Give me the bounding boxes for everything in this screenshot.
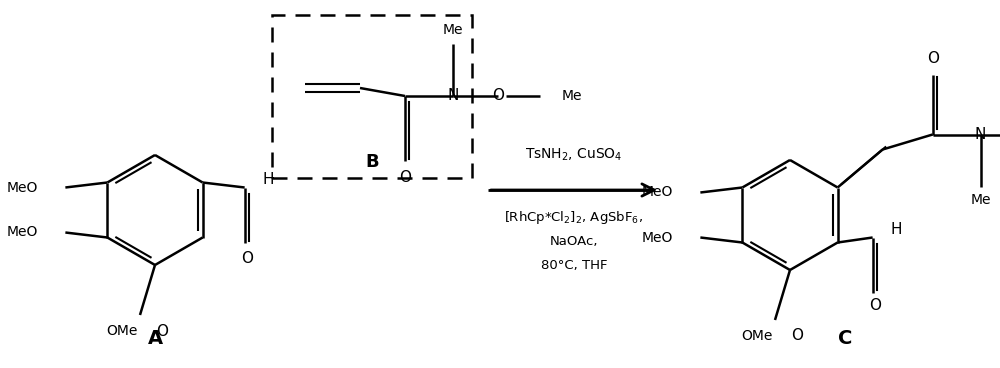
Text: H: H (891, 222, 902, 237)
Text: OMe: OMe (741, 329, 773, 343)
Text: [RhCp*Cl$_2$]$_2$, AgSbF$_6$,: [RhCp*Cl$_2$]$_2$, AgSbF$_6$, (504, 209, 644, 226)
Text: B: B (365, 153, 379, 171)
Text: TsNH$_2$, CuSO$_4$: TsNH$_2$, CuSO$_4$ (525, 147, 623, 163)
Bar (272, 15, 472, 178)
Text: O: O (791, 329, 803, 343)
Text: C: C (838, 329, 852, 347)
Text: N: N (447, 88, 459, 103)
Text: Me: Me (443, 23, 463, 37)
Text: N: N (975, 127, 986, 142)
Text: Me: Me (562, 89, 582, 103)
Text: O: O (156, 323, 168, 339)
Text: O: O (399, 170, 411, 184)
Text: MeO: MeO (7, 226, 38, 240)
Text: O: O (492, 88, 504, 103)
Text: MeO: MeO (7, 180, 38, 195)
Text: O: O (927, 51, 939, 66)
Text: O: O (869, 298, 881, 313)
Text: NaOAc,: NaOAc, (550, 236, 598, 248)
Text: O: O (241, 251, 253, 266)
Text: A: A (147, 329, 163, 347)
Text: 80°C, THF: 80°C, THF (541, 259, 607, 272)
Text: H: H (263, 172, 274, 187)
Text: MeO: MeO (642, 185, 673, 199)
Text: Me: Me (970, 194, 991, 208)
Text: OMe: OMe (106, 324, 138, 338)
Text: MeO: MeO (642, 230, 673, 244)
